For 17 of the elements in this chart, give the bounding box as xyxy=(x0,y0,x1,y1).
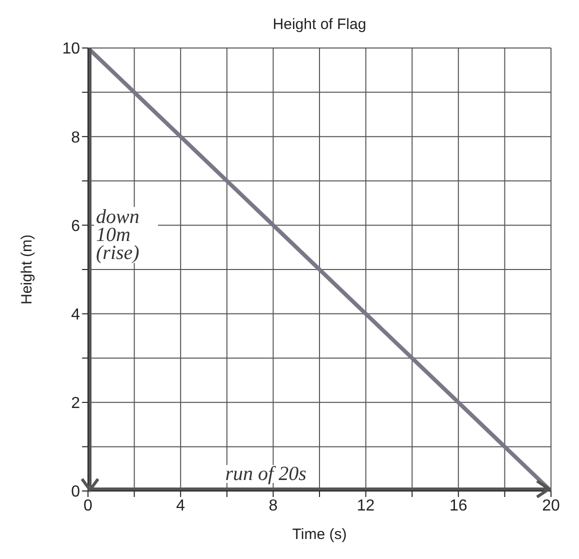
annotation: down 10m (rise) xyxy=(94,206,158,264)
y-axis-title: Height (m) xyxy=(18,234,36,305)
x-tick-label: 8 xyxy=(268,497,278,514)
y-tick-label: 4 xyxy=(71,306,80,324)
y-tick-label: 6 xyxy=(71,218,80,235)
x-tick-label: 12 xyxy=(356,497,375,514)
x-tick-label: 20 xyxy=(542,497,560,514)
annotation: run of 20s xyxy=(222,463,310,485)
y-tick-label: 2 xyxy=(71,395,80,412)
chart-title: Height of Flag xyxy=(272,16,368,33)
x-tick-label: 0 xyxy=(84,497,93,514)
y-tick-label: 0 xyxy=(71,484,80,501)
x-tick-label: 16 xyxy=(450,497,468,514)
y-tick-label: 8 xyxy=(71,129,80,146)
y-tick-label: 10 xyxy=(62,40,80,58)
x-axis-title: Time (s) xyxy=(292,526,347,543)
x-tick-label: 4 xyxy=(176,497,186,514)
